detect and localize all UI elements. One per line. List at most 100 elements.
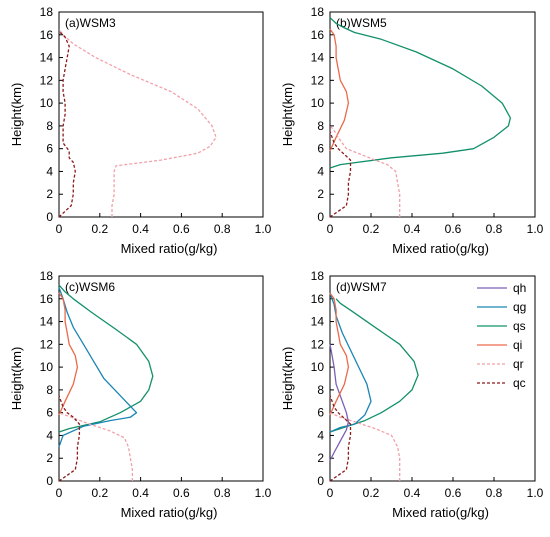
y-tick-label: 8 bbox=[317, 119, 324, 133]
x-tick-label: 0.4 bbox=[132, 222, 149, 236]
x-tick-label: 1.0 bbox=[527, 486, 544, 500]
y-tick-label: 16 bbox=[40, 28, 54, 42]
panel-3: 0 0.2 0.4 0.6 0.8 1.0 0 2 4 6 8 10 12 14 16 18 Mixed rat… bbox=[9, 269, 272, 520]
y-tick-label: 2 bbox=[46, 451, 53, 465]
series-line-qr bbox=[329, 412, 401, 481]
y-tick-label: 12 bbox=[311, 337, 325, 351]
plot-frame bbox=[58, 11, 264, 218]
y-tick-label: 14 bbox=[311, 315, 325, 329]
y-tick-label: 2 bbox=[46, 187, 53, 201]
series-line-qs bbox=[329, 17, 512, 169]
y-axis-title: Height(km) bbox=[280, 347, 295, 411]
x-tick-label: 1.0 bbox=[255, 486, 272, 500]
plot-frame bbox=[329, 275, 536, 482]
panel-label: (c)WSM6 bbox=[65, 280, 115, 294]
y-tick-label: 4 bbox=[46, 428, 53, 442]
panel-4: 0 0.2 0.4 0.6 0.8 1.0 0 2 4 6 8 10 12 14 16 18 Mixed rat… bbox=[280, 269, 544, 520]
x-axis-title: Mixed ratio(g/kg) bbox=[121, 241, 218, 256]
y-tick-label: 8 bbox=[46, 119, 53, 133]
legend: qh qg qs qi qr qc bbox=[477, 281, 526, 390]
series-line-qr bbox=[329, 125, 401, 217]
y-tick-label: 12 bbox=[40, 337, 54, 351]
x-tick-label: 0.8 bbox=[486, 486, 503, 500]
x-tick-label: 0.4 bbox=[404, 486, 421, 500]
y-tick-label: 10 bbox=[40, 96, 54, 110]
series-line-qr bbox=[58, 412, 134, 481]
x-axis-title: Mixed ratio(g/kg) bbox=[121, 505, 218, 520]
series-line-qi bbox=[329, 292, 350, 416]
series-line-qh bbox=[329, 344, 350, 461]
x-axis-title: Mixed ratio(g/kg) bbox=[392, 241, 489, 256]
y-axis-title: Height(km) bbox=[9, 347, 24, 411]
x-axis-title: Mixed ratio(g/kg) bbox=[392, 505, 489, 520]
y-tick-label: 4 bbox=[317, 164, 324, 178]
panel-2: 0 0.2 0.4 0.6 0.8 1.0 0 2 4 6 8 10 12 14 16 18 Mixed rat… bbox=[280, 5, 544, 256]
y-tick-label: 8 bbox=[317, 383, 324, 397]
y-tick-label: 16 bbox=[311, 28, 325, 42]
y-tick-label: 14 bbox=[311, 51, 325, 65]
y-tick-label: 6 bbox=[46, 142, 53, 156]
panel-label: (a)WSM3 bbox=[65, 16, 116, 30]
panel-1: 0 0.2 0.4 0.6 0.8 1.0 0 2 4 6 8 10 12 14 16 18 Mixed rat… bbox=[9, 5, 272, 256]
x-tick-label: 0 bbox=[56, 486, 63, 500]
y-tick-label: 18 bbox=[311, 269, 325, 283]
y-tick-label: 10 bbox=[311, 96, 325, 110]
y-tick-label: 14 bbox=[40, 315, 54, 329]
legend-label-qc: qc bbox=[513, 376, 526, 390]
legend-label-qr: qr bbox=[513, 357, 524, 371]
series-line-qi bbox=[58, 292, 79, 416]
x-tick-label: 1.0 bbox=[255, 222, 272, 236]
legend-label-qg: qg bbox=[513, 300, 526, 314]
y-tick-label: 14 bbox=[40, 51, 54, 65]
legend-label-qh: qh bbox=[513, 281, 526, 295]
y-tick-label: 12 bbox=[40, 73, 54, 87]
series-line-qs bbox=[329, 298, 419, 433]
y-tick-label: 16 bbox=[40, 292, 54, 306]
x-tick-label: 0.2 bbox=[363, 222, 380, 236]
x-tick-label: 0.4 bbox=[132, 486, 149, 500]
series-line-qc bbox=[58, 395, 81, 482]
y-tick-label: 18 bbox=[40, 5, 54, 19]
y-tick-label: 2 bbox=[317, 451, 324, 465]
y-tick-label: 0 bbox=[317, 474, 324, 488]
y-tick-label: 6 bbox=[46, 406, 53, 420]
series-line-qc bbox=[58, 30, 76, 218]
x-tick-label: 0.4 bbox=[404, 222, 421, 236]
y-tick-label: 4 bbox=[317, 428, 324, 442]
legend-label-qi: qi bbox=[513, 338, 522, 352]
x-tick-label: 0 bbox=[327, 222, 334, 236]
x-tick-label: 0.8 bbox=[214, 222, 231, 236]
y-tick-label: 10 bbox=[311, 360, 325, 374]
plot-frame bbox=[58, 275, 264, 482]
y-tick-label: 6 bbox=[317, 406, 324, 420]
series-line-qi bbox=[329, 28, 350, 152]
y-tick-label: 12 bbox=[311, 73, 325, 87]
y-tick-label: 0 bbox=[46, 210, 53, 224]
y-tick-label: 0 bbox=[46, 474, 53, 488]
series-line-qr bbox=[58, 28, 217, 217]
x-tick-label: 1.0 bbox=[527, 222, 544, 236]
x-tick-label: 0 bbox=[56, 222, 63, 236]
x-tick-label: 0 bbox=[327, 486, 334, 500]
x-tick-label: 0.2 bbox=[91, 486, 108, 500]
series-line-qc bbox=[329, 395, 352, 482]
series-line-qg bbox=[58, 287, 138, 448]
x-tick-label: 0.2 bbox=[91, 222, 108, 236]
panel-label: (d)WSM7 bbox=[336, 280, 387, 294]
y-tick-label: 8 bbox=[46, 383, 53, 397]
y-tick-label: 0 bbox=[317, 210, 324, 224]
x-tick-label: 0.6 bbox=[445, 222, 462, 236]
x-tick-label: 0.6 bbox=[173, 486, 190, 500]
y-tick-label: 2 bbox=[317, 187, 324, 201]
y-tick-label: 4 bbox=[46, 164, 53, 178]
x-tick-label: 0.6 bbox=[173, 222, 190, 236]
y-axis-title: Height(km) bbox=[280, 83, 295, 147]
plot-frame bbox=[329, 11, 536, 218]
x-tick-label: 0.2 bbox=[363, 486, 380, 500]
panel-label: (b)WSM5 bbox=[336, 16, 387, 30]
x-tick-label: 0.8 bbox=[214, 486, 231, 500]
y-tick-label: 18 bbox=[40, 269, 54, 283]
series-line-qc bbox=[329, 131, 352, 218]
x-tick-label: 0.8 bbox=[486, 222, 503, 236]
